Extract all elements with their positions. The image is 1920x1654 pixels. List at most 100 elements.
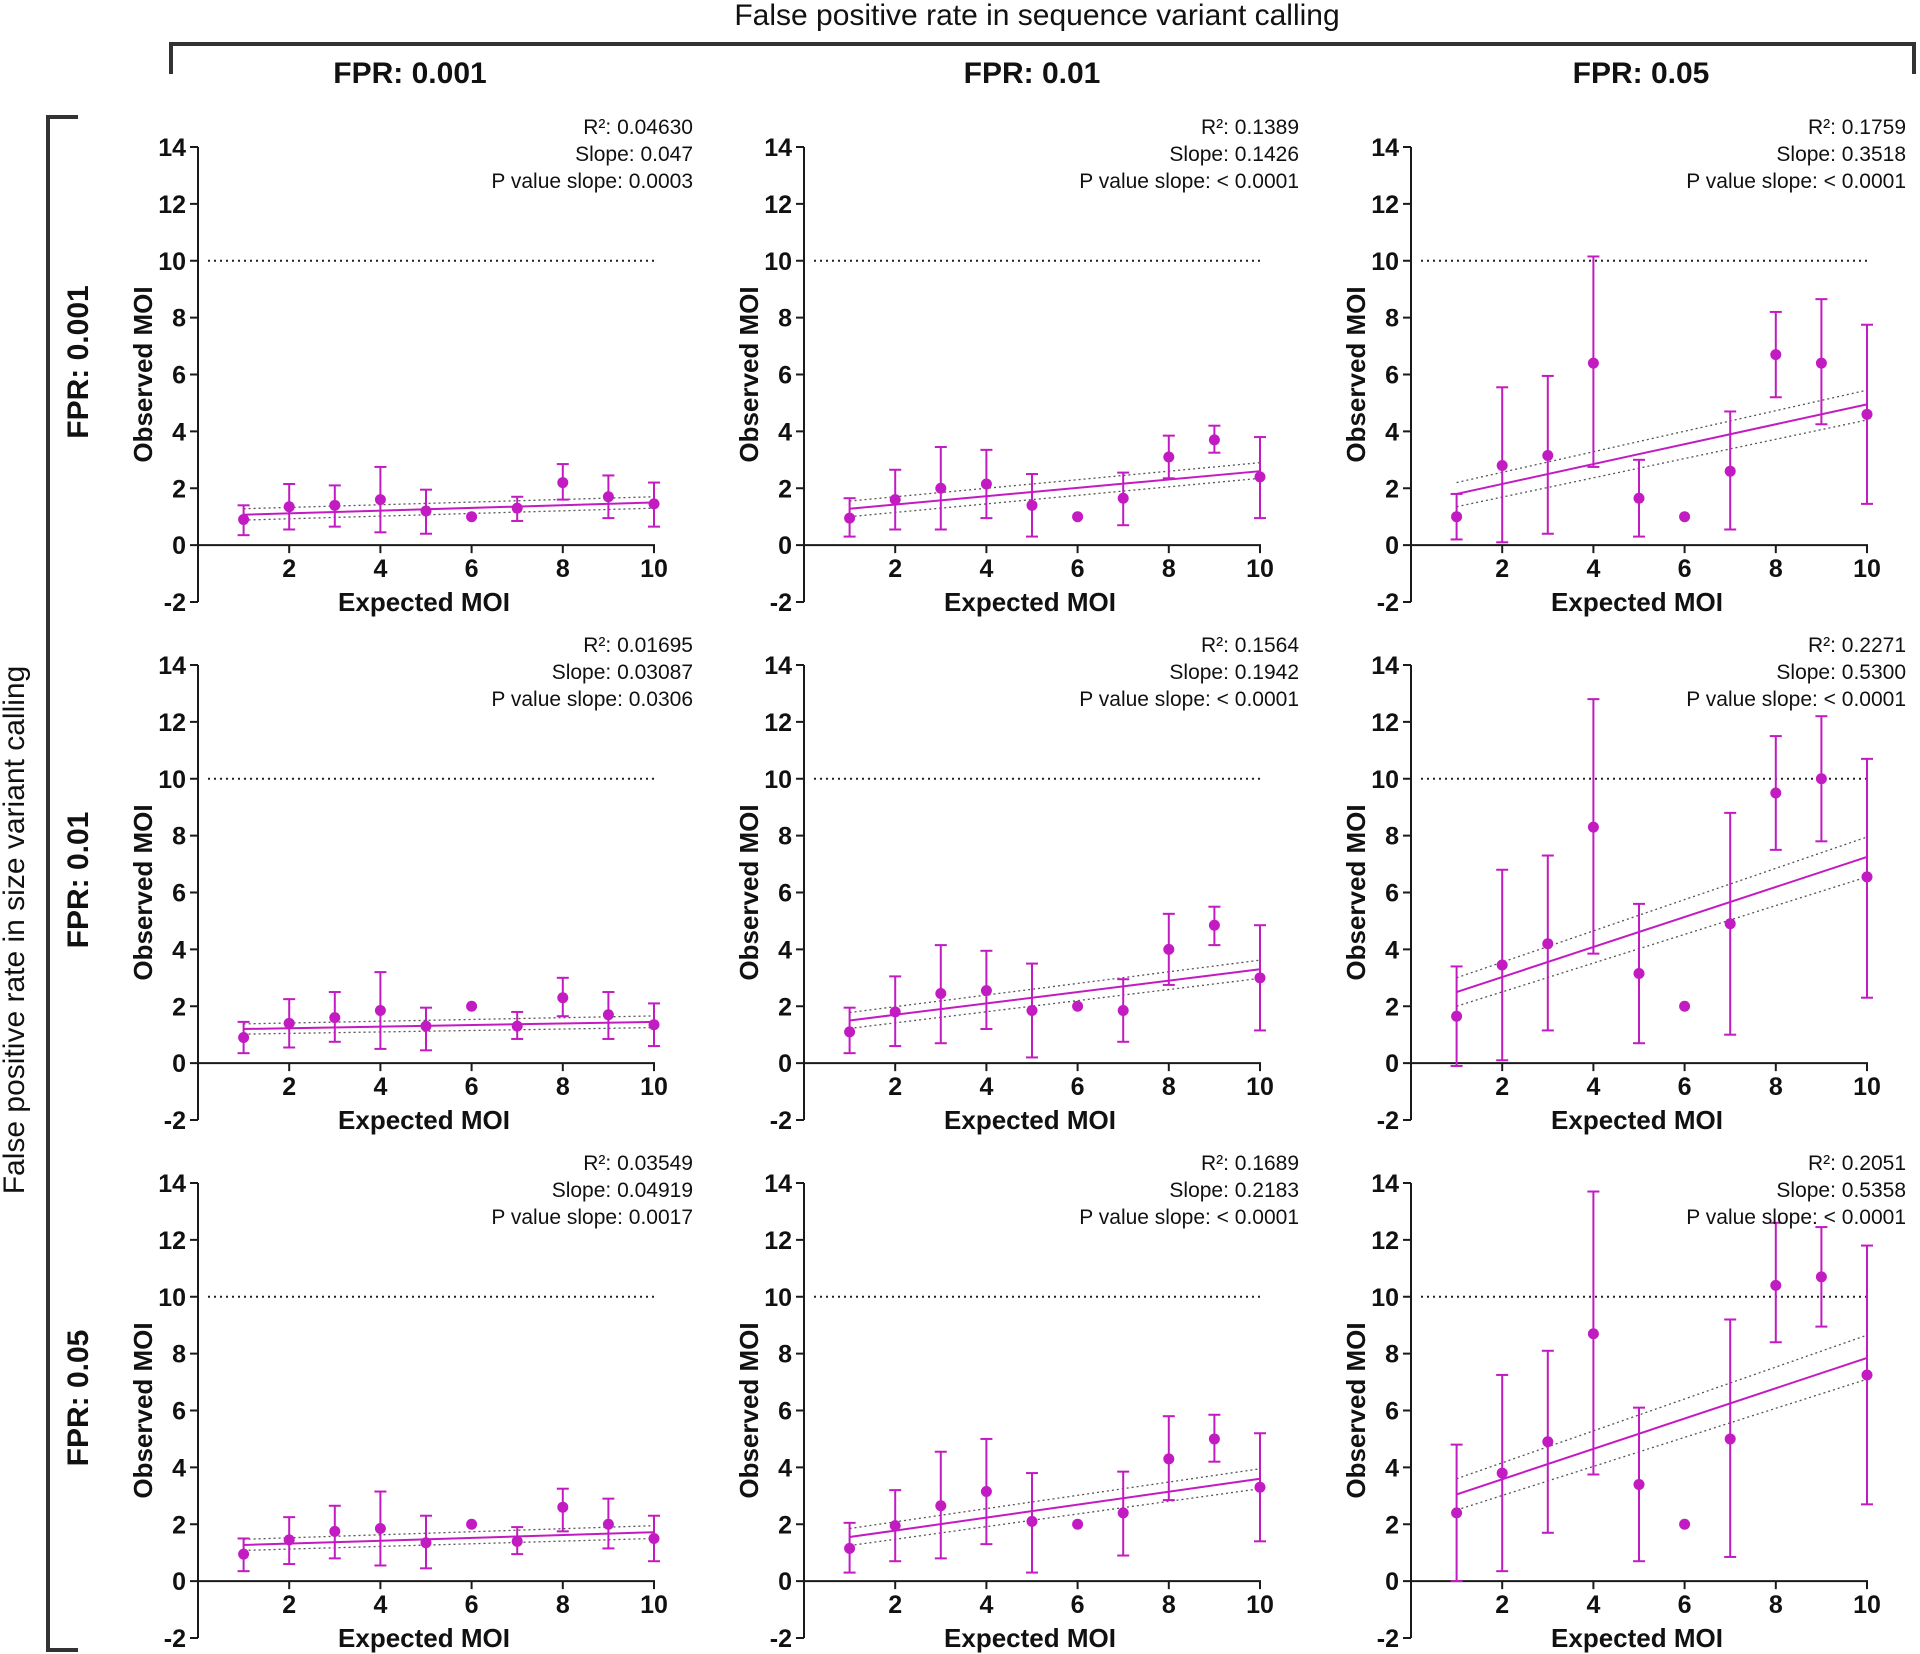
- y-tick-label: 14: [764, 134, 792, 162]
- data-point: [1633, 968, 1645, 980]
- y-tick-label: 0: [1385, 1050, 1399, 1078]
- x-axis-title: Expected MOI: [1551, 1105, 1723, 1135]
- y-tick-label: -2: [770, 589, 792, 617]
- x-tick-label: 4: [1586, 1591, 1600, 1619]
- data-point: [238, 514, 250, 526]
- row-header-3: FPR: 0.05: [62, 1330, 95, 1467]
- x-tick-label: 2: [1495, 555, 1509, 583]
- stat-p-value: P value slope: < 0.0001: [1079, 688, 1299, 711]
- x-tick-label: 6: [1678, 1073, 1692, 1101]
- regression-line: [1456, 1356, 1868, 1496]
- x-tick-label: 4: [373, 1073, 387, 1101]
- ci-lower-line: [849, 1488, 1261, 1547]
- x-axis-title: Expected MOI: [338, 1623, 510, 1653]
- y-axis-title: Observed MOI: [734, 1322, 764, 1498]
- y-tick-label: -2: [1377, 1107, 1399, 1135]
- stat-r2: R²: 0.1389: [1201, 116, 1299, 139]
- ci-lower-line: [243, 507, 655, 521]
- y-tick-label: 14: [764, 1170, 792, 1198]
- x-tick-label: 6: [1071, 1591, 1085, 1619]
- stat-p-value: P value slope: 0.0017: [491, 1206, 693, 1229]
- y-tick-label: 6: [778, 880, 792, 908]
- x-tick-label: 10: [1246, 1073, 1274, 1101]
- data-point: [283, 1534, 295, 1546]
- x-tick-label: 2: [888, 1591, 902, 1619]
- data-point: [648, 498, 660, 510]
- data-point: [1072, 511, 1084, 523]
- data-point: [1254, 1481, 1266, 1493]
- data-point: [466, 1518, 478, 1530]
- data-point: [1679, 1000, 1691, 1012]
- x-tick-label: 4: [979, 555, 993, 583]
- x-tick-label: 2: [1495, 1073, 1509, 1101]
- regression-line: [243, 501, 655, 516]
- x-tick-label: 2: [1495, 1591, 1509, 1619]
- x-tick-label: 6: [1071, 1073, 1085, 1101]
- y-tick-label: 12: [158, 709, 186, 737]
- data-point: [1679, 511, 1691, 523]
- y-tick-label: 2: [1385, 993, 1399, 1021]
- y-tick-label: 4: [778, 1454, 792, 1482]
- data-point: [1163, 943, 1175, 955]
- x-tick-label: 10: [1853, 1073, 1881, 1101]
- ci-lower-line: [243, 1537, 655, 1552]
- x-tick-label: 8: [556, 1591, 570, 1619]
- x-tick-label: 8: [1162, 555, 1176, 583]
- x-axis-title: Expected MOI: [1551, 1623, 1723, 1653]
- column-header-2: FPR: 0.01: [964, 57, 1101, 90]
- x-tick-label: 4: [979, 1073, 993, 1101]
- data-point: [238, 1548, 250, 1560]
- x-tick-label: 6: [465, 555, 479, 583]
- data-point: [889, 1520, 901, 1532]
- data-point: [648, 1532, 660, 1544]
- regression-line: [243, 1531, 655, 1547]
- ci-upper-line: [1456, 389, 1868, 484]
- data-point: [935, 987, 947, 999]
- ci-lower-line: [1456, 876, 1868, 1007]
- y-tick-label: 12: [1371, 1227, 1399, 1255]
- ci-upper-line: [849, 1468, 1261, 1530]
- data-point: [1451, 511, 1463, 523]
- data-point: [1496, 1467, 1508, 1479]
- data-point: [1861, 408, 1873, 420]
- data-point: [1724, 918, 1736, 930]
- y-tick-label: 4: [172, 1454, 186, 1482]
- chart-panel-r1-c2: -2 0 2 4 6 8 10 12 14 2 4 6 8 10 Expected MOI Observed …: [734, 116, 1299, 617]
- x-tick-label: 2: [282, 1073, 296, 1101]
- y-tick-label: 8: [778, 1341, 792, 1369]
- x-tick-label: 8: [1769, 555, 1783, 583]
- data-point: [1451, 1010, 1463, 1022]
- y-tick-label: 8: [1385, 1341, 1399, 1369]
- data-point: [329, 1525, 341, 1537]
- data-point: [329, 1012, 341, 1024]
- data-point: [1026, 499, 1038, 511]
- y-tick-label: 0: [778, 532, 792, 560]
- regression-line: [243, 1020, 655, 1030]
- ci-upper-line: [1456, 1334, 1868, 1480]
- y-tick-label: 6: [778, 1398, 792, 1426]
- x-tick-label: 10: [640, 555, 668, 583]
- data-point: [1770, 349, 1782, 361]
- y-tick-label: 14: [764, 652, 792, 680]
- data-point: [1254, 972, 1266, 984]
- stat-r2: R²: 0.1564: [1201, 634, 1299, 657]
- data-point: [980, 985, 992, 997]
- y-tick-label: 0: [778, 1050, 792, 1078]
- ci-upper-line: [243, 496, 655, 510]
- ci-lower-line: [1456, 1378, 1868, 1511]
- y-tick-label: -2: [770, 1625, 792, 1653]
- y-tick-label: 12: [158, 1227, 186, 1255]
- y-tick-label: 8: [778, 823, 792, 851]
- y-tick-label: 12: [764, 1227, 792, 1255]
- y-axis-title: Observed MOI: [128, 1322, 158, 1498]
- data-point: [1254, 471, 1266, 483]
- stat-slope: Slope: 0.047: [575, 143, 693, 166]
- data-point: [420, 1020, 432, 1032]
- x-axis-title: Expected MOI: [338, 587, 510, 617]
- y-tick-label: 4: [1385, 1454, 1399, 1482]
- x-tick-label: 4: [373, 555, 387, 583]
- y-tick-label: 4: [172, 418, 186, 446]
- y-tick-label: 12: [764, 191, 792, 219]
- data-point: [511, 502, 523, 514]
